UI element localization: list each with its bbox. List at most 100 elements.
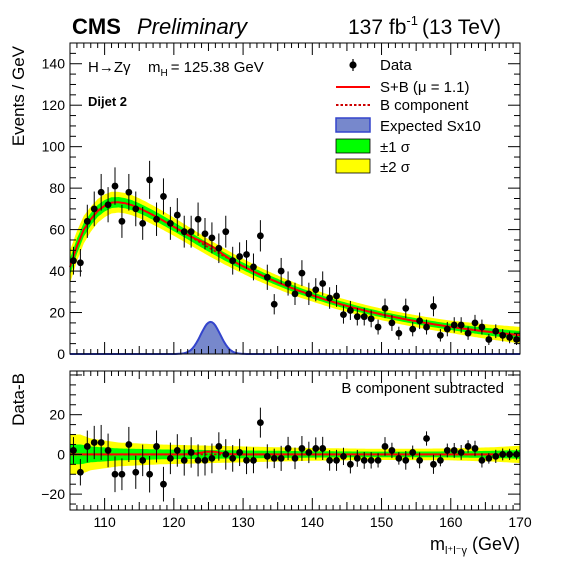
- data-point: [201, 217, 209, 250]
- data-point: [305, 282, 313, 306]
- residual-point: [430, 454, 437, 474]
- data-point: [367, 310, 375, 328]
- upper-y-tick-label: 40: [49, 263, 65, 279]
- data-point: [90, 191, 98, 227]
- x-axis-ticks: 110 120 130 140 150 160 170: [69, 371, 532, 530]
- data-point: [319, 271, 327, 296]
- residual-point: [139, 444, 147, 477]
- data-point: [402, 298, 410, 319]
- residual-point: [243, 446, 250, 475]
- data-point: [436, 329, 444, 342]
- mass-label: mH = 125.38 GeV: [148, 59, 264, 79]
- b-component-line: [69, 201, 521, 336]
- residual-point: [374, 453, 382, 468]
- category-label: Dijet 2: [88, 94, 127, 109]
- upper-y-tick-label: 80: [49, 180, 65, 196]
- mass-value: = 125.38 GeV: [171, 59, 264, 76]
- svg-text:Data: Data: [380, 57, 412, 74]
- x-tick-label: 140: [301, 514, 325, 530]
- upper-data-points: [70, 160, 520, 345]
- residual-point: [471, 440, 479, 457]
- residual-point: [256, 407, 264, 438]
- data-point: [180, 215, 188, 248]
- mass-symbol: m: [148, 59, 161, 76]
- lower-y-ticks: −20 0 20: [41, 374, 520, 505]
- upper-2sigma-band: [70, 191, 520, 344]
- upper-band-1sigma: [70, 197, 520, 340]
- residual-point: [132, 455, 140, 489]
- data-point: [471, 314, 479, 331]
- data-point: [492, 324, 500, 339]
- data-point: [97, 173, 105, 211]
- residual-point: [450, 442, 458, 458]
- residual-point: [326, 450, 334, 471]
- residual-point: [291, 447, 299, 470]
- residual-point: [76, 459, 84, 486]
- data-point: [132, 191, 140, 227]
- residual-point: [97, 424, 105, 461]
- experiment-label: CMS: [72, 14, 121, 39]
- upper-y-tick-label: 60: [49, 222, 65, 238]
- data-point: [326, 287, 334, 309]
- data-point: [166, 206, 174, 240]
- upper-y-ticks: 0 20 40 60 80 100 120 140: [42, 42, 520, 362]
- data-point: [229, 246, 237, 275]
- svg-text:±2 σ: ±2 σ: [380, 159, 411, 176]
- residual-point: [436, 454, 444, 467]
- data-point: [222, 215, 230, 248]
- residual-point: [222, 439, 230, 470]
- residual-point: [388, 442, 396, 459]
- upper-band-2sigma: [70, 191, 520, 344]
- data-point: [298, 260, 306, 287]
- data-point: [263, 264, 271, 290]
- data-point: [340, 305, 347, 324]
- data-point: [485, 334, 493, 345]
- residual-point: [360, 451, 368, 469]
- residual-point: [118, 458, 126, 491]
- residual-point: [395, 452, 403, 465]
- residual-point: [478, 453, 486, 468]
- residual-point: [83, 430, 91, 463]
- data-point: [270, 294, 278, 315]
- residual-point: [284, 436, 292, 461]
- residual-point: [166, 442, 174, 475]
- upper-y-tick-label: 140: [42, 56, 66, 72]
- data-point: [312, 278, 320, 302]
- residual-point: [353, 449, 361, 467]
- data-point: [423, 319, 430, 335]
- data-point: [194, 202, 202, 236]
- data-point: [153, 202, 160, 236]
- data-point: [333, 284, 340, 307]
- data-point: [215, 233, 223, 264]
- data-point: [146, 160, 154, 199]
- residual-point: [229, 445, 237, 472]
- residual-point: [277, 445, 285, 471]
- residual-point: [499, 448, 507, 461]
- x-tick-label: 110: [93, 514, 116, 530]
- legend-entry-2sigma: ±2 σ: [335, 158, 411, 176]
- residual-point: [305, 441, 313, 464]
- lower-frame: [69, 370, 521, 511]
- residual-point: [125, 426, 133, 463]
- data-point: [478, 319, 486, 335]
- residual-point: [180, 445, 188, 476]
- data-point: [243, 240, 250, 269]
- lower-y-tick-label: −20: [41, 486, 65, 502]
- data-point: [381, 298, 389, 319]
- data-point: [277, 257, 285, 285]
- upper-y-tick-label: 20: [49, 305, 65, 321]
- residual-point: [236, 438, 244, 467]
- data-point: [125, 173, 133, 211]
- legend-entry-bcomp: B component: [336, 97, 469, 114]
- data-point: [457, 317, 465, 333]
- residual-point: [111, 456, 119, 493]
- data-point: [187, 215, 195, 248]
- upper-panel: 0 20 40 60 80 100 120 140 H→Zγ mH = 125.38 GeV D…: [9, 42, 521, 362]
- data-point: [173, 198, 181, 233]
- mass-subscript: H: [161, 68, 168, 79]
- residual-point: [160, 466, 167, 502]
- residual-point: [416, 452, 424, 469]
- residual-point: [409, 445, 417, 460]
- data-point: [360, 307, 368, 326]
